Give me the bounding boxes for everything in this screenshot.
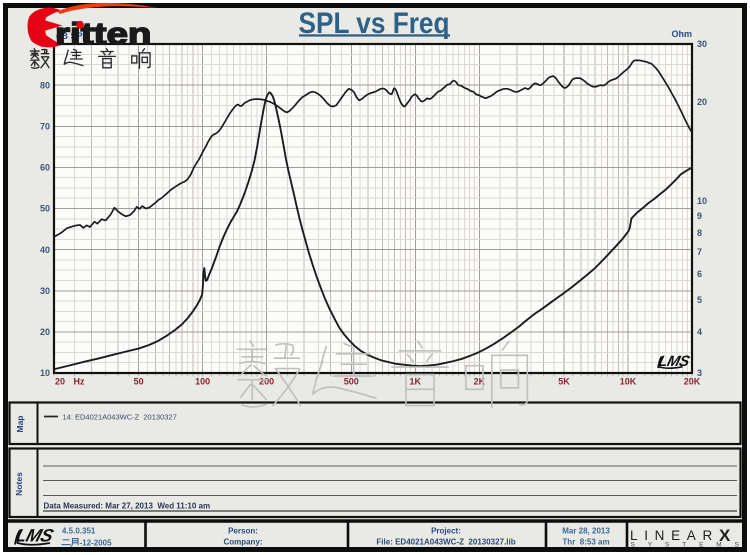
svg-text:10K: 10K bbox=[620, 377, 637, 387]
svg-text:Data Measured: Mar 27, 2013 W: Data Measured: Mar 27, 2013 Wed 11:10 am bbox=[44, 502, 211, 511]
svg-text:dB SPL: dB SPL bbox=[56, 31, 89, 41]
svg-text:70: 70 bbox=[40, 121, 50, 131]
svg-text:ritten: ritten bbox=[55, 16, 152, 51]
svg-text:File: ED4021A043WC-Z 20130327: File: ED4021A043WC-Z 20130327.lib bbox=[376, 538, 515, 547]
svg-text:8: 8 bbox=[697, 228, 702, 238]
svg-text:LMS: LMS bbox=[13, 525, 57, 546]
svg-text:50: 50 bbox=[134, 377, 144, 387]
svg-text:30: 30 bbox=[697, 39, 707, 49]
svg-text:100: 100 bbox=[195, 377, 210, 387]
svg-text:80: 80 bbox=[40, 80, 50, 90]
svg-text:1K: 1K bbox=[410, 377, 422, 387]
svg-text:20K: 20K bbox=[684, 377, 701, 387]
svg-text:6: 6 bbox=[697, 269, 702, 279]
svg-text:5K: 5K bbox=[558, 377, 570, 387]
svg-text:10: 10 bbox=[40, 368, 50, 378]
svg-text:SYSTEMS: SYSTEMS bbox=[631, 542, 750, 549]
svg-text:200: 200 bbox=[259, 377, 274, 387]
svg-text:-12-2005: -12-2005 bbox=[80, 539, 113, 548]
svg-text:30: 30 bbox=[40, 286, 50, 296]
svg-text:4.5.0.351: 4.5.0.351 bbox=[62, 527, 96, 536]
svg-text:Company:: Company: bbox=[223, 538, 262, 547]
svg-text:7: 7 bbox=[697, 247, 702, 257]
svg-text:60: 60 bbox=[40, 163, 50, 173]
svg-text:Person:: Person: bbox=[228, 527, 258, 536]
svg-text:40: 40 bbox=[40, 245, 50, 255]
svg-text:2K: 2K bbox=[474, 377, 486, 387]
svg-text:50: 50 bbox=[40, 204, 50, 214]
svg-text:Hz: Hz bbox=[74, 377, 85, 387]
svg-text:LMS: LMS bbox=[657, 353, 692, 370]
svg-text:Project:: Project: bbox=[431, 527, 461, 536]
svg-text:5: 5 bbox=[697, 295, 702, 305]
svg-text:20: 20 bbox=[40, 327, 50, 337]
svg-text:Map: Map bbox=[15, 416, 25, 433]
svg-text:10: 10 bbox=[697, 196, 707, 206]
svg-text:20: 20 bbox=[697, 97, 707, 107]
svg-text:20: 20 bbox=[55, 377, 65, 387]
svg-text:14: ED4021A043WC-Z 20130327: 14: ED4021A043WC-Z 20130327 bbox=[63, 413, 177, 422]
svg-text:4: 4 bbox=[697, 327, 702, 337]
svg-text:Mar 28, 2013: Mar 28, 2013 bbox=[562, 527, 610, 536]
svg-text:LINEAR: LINEAR bbox=[630, 528, 719, 543]
svg-text:Thr 8:53 am: Thr 8:53 am bbox=[562, 538, 609, 547]
svg-text:9: 9 bbox=[697, 211, 702, 221]
svg-text:X: X bbox=[719, 526, 731, 545]
svg-text:Notes: Notes bbox=[14, 472, 24, 496]
svg-text:Ohm: Ohm bbox=[671, 29, 692, 39]
svg-text:3: 3 bbox=[697, 368, 702, 378]
svg-text:500: 500 bbox=[344, 377, 359, 387]
